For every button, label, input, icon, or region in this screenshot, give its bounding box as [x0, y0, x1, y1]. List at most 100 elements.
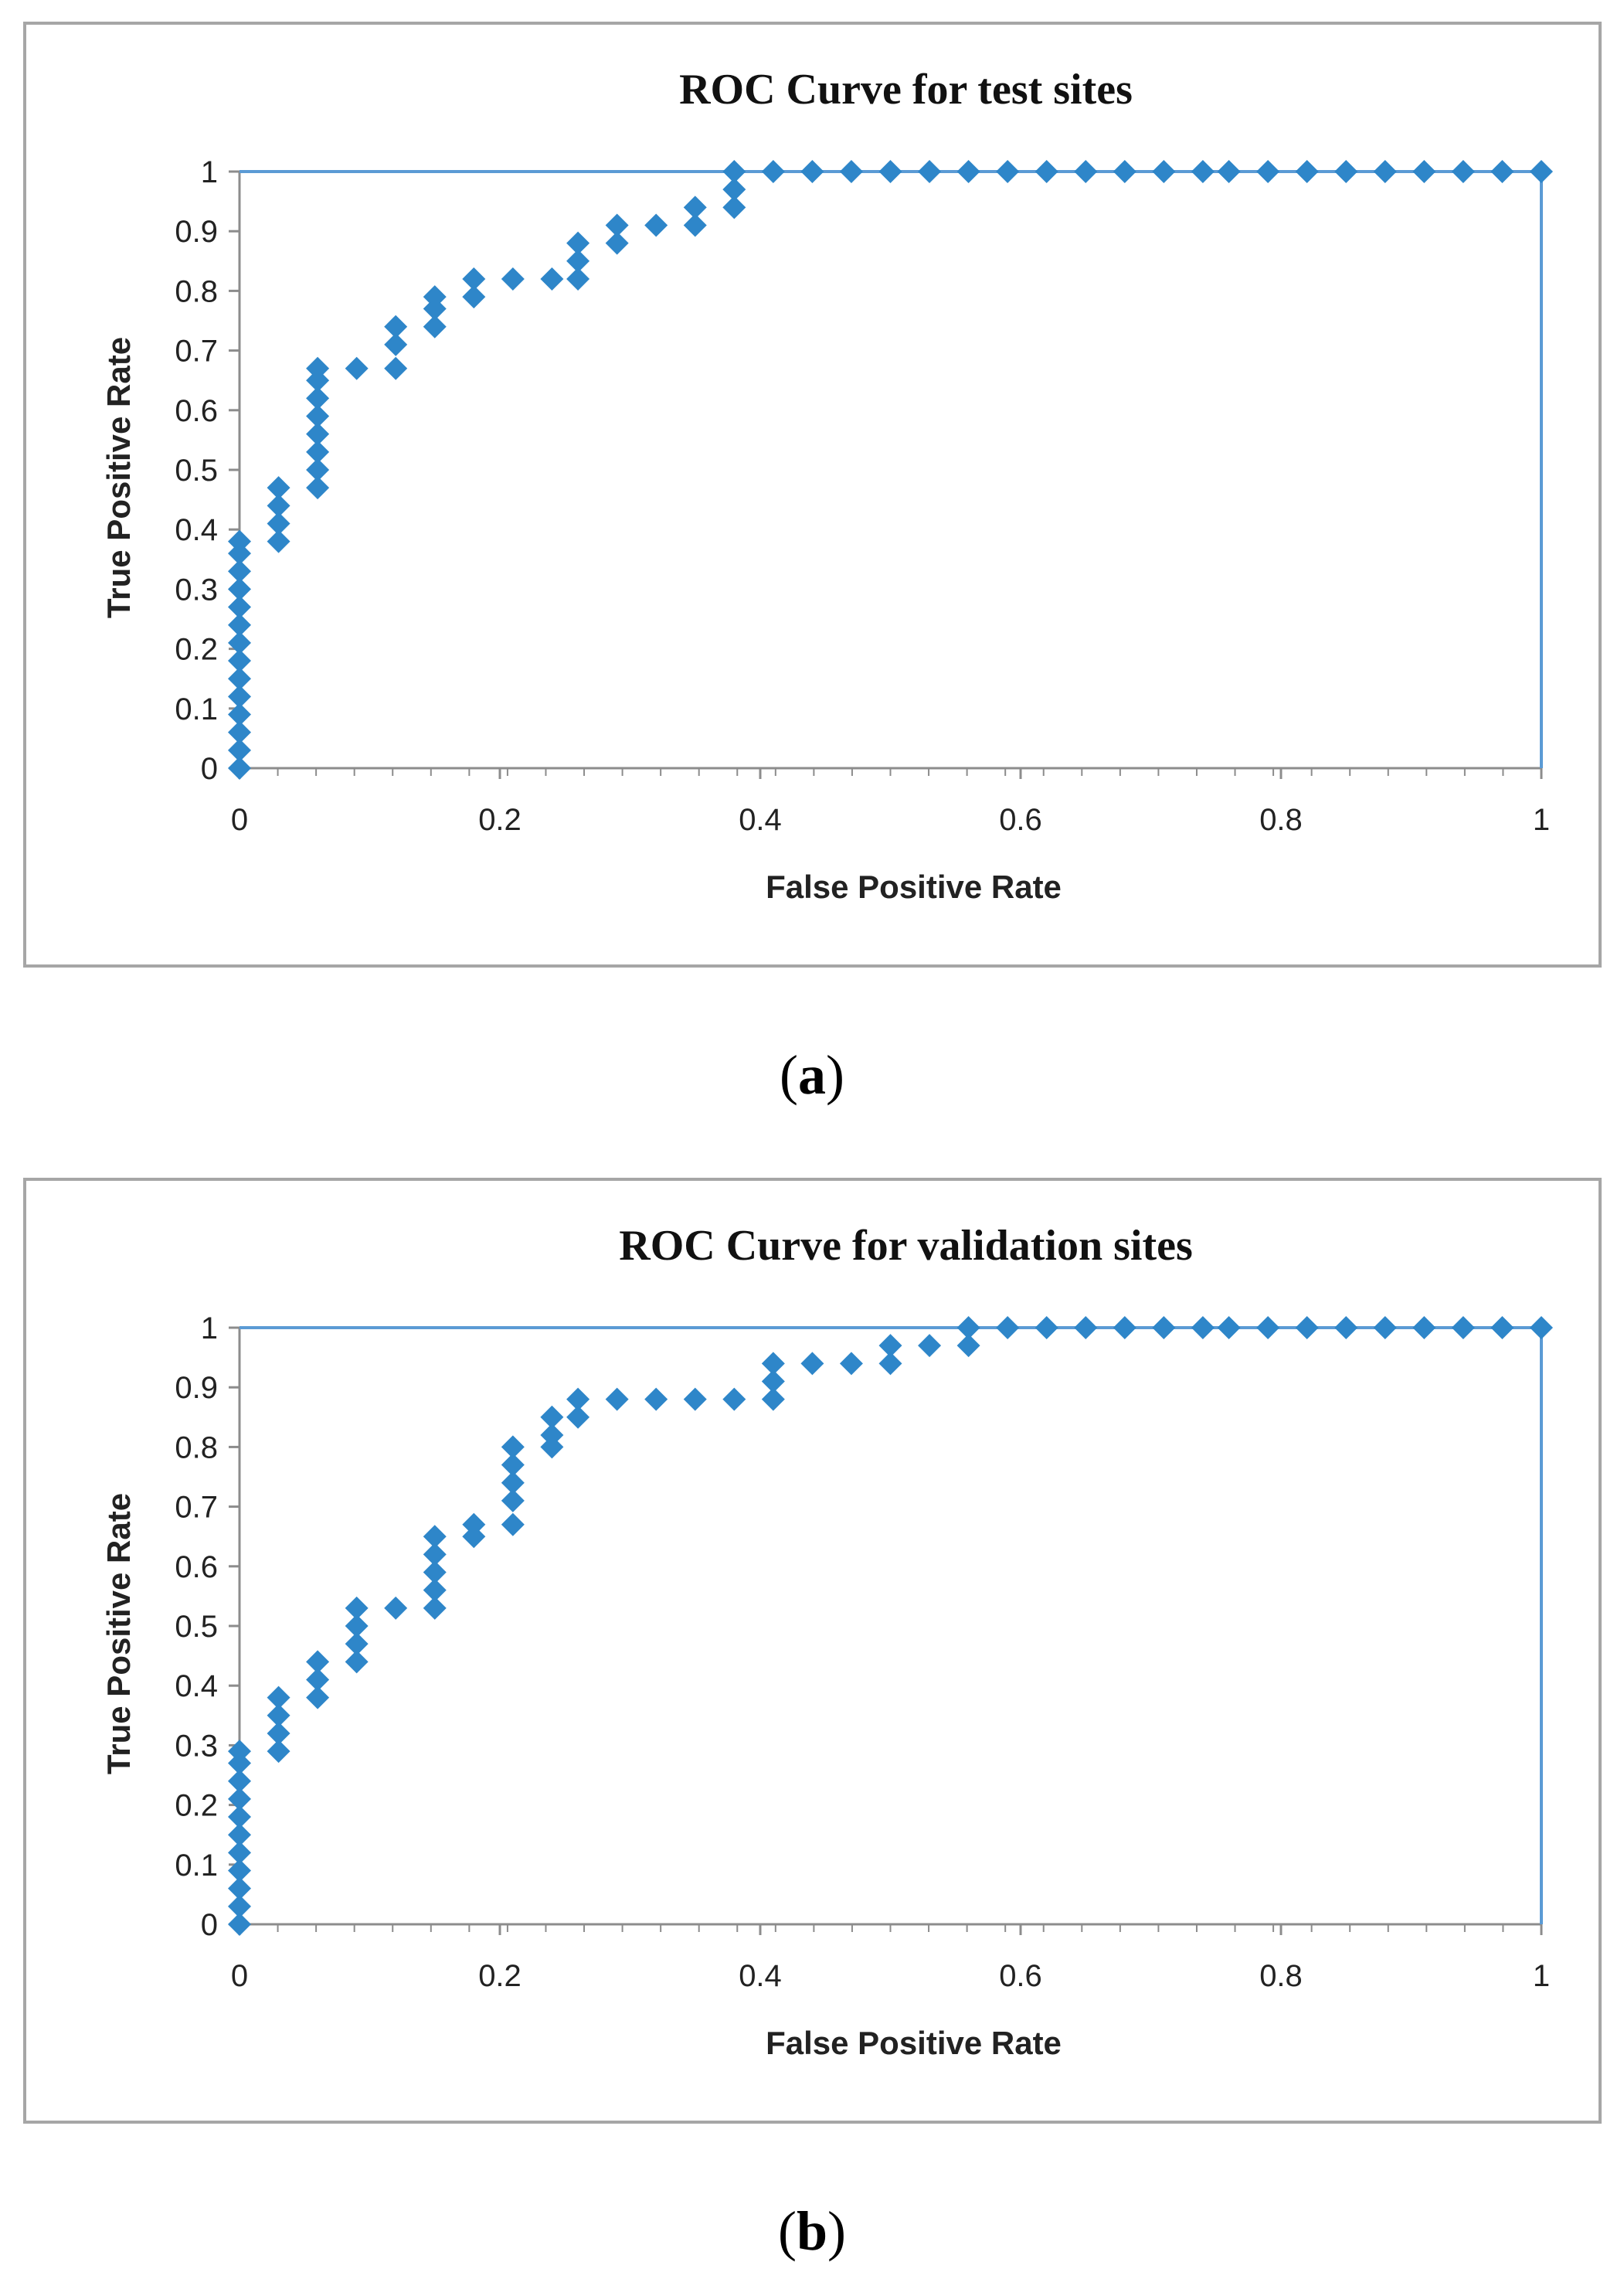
roc-point — [306, 440, 330, 464]
roc-point — [566, 249, 590, 273]
y-tick-label: 0.6 — [175, 394, 218, 428]
y-axis-label: True Positive Rate — [100, 1493, 137, 1774]
y-tick-label: 0 — [201, 752, 218, 786]
roc-chart-test-sites: ROC Curve for test sites 0 0.1 0.2 0.3 0.4 0.5… — [23, 22, 1602, 968]
roc-point — [345, 1632, 369, 1656]
roc-point — [306, 422, 330, 446]
roc-point — [878, 1352, 902, 1376]
roc-point — [228, 577, 251, 601]
roc-point — [956, 1334, 980, 1358]
roc-point — [956, 160, 980, 183]
roc-point — [228, 1769, 251, 1793]
x-tick-label: 0.6 — [999, 803, 1042, 837]
roc-point — [267, 476, 290, 500]
roc-point — [462, 1512, 486, 1536]
roc-point — [918, 1334, 942, 1358]
roc-point — [566, 267, 590, 291]
x-tick-label: 0.2 — [478, 1959, 522, 1993]
roc-point — [267, 1703, 290, 1727]
reference-line — [240, 1326, 1543, 1924]
roc-point — [1373, 160, 1397, 183]
roc-point — [878, 160, 902, 183]
roc-point — [1256, 160, 1280, 183]
roc-point — [306, 386, 330, 410]
roc-point — [540, 1405, 564, 1429]
roc-point — [1412, 160, 1436, 183]
x-tick-label: 0.8 — [1259, 1959, 1303, 1993]
roc-point — [267, 1685, 290, 1709]
roc-point — [839, 1352, 863, 1376]
roc-point — [306, 369, 330, 393]
roc-point — [605, 213, 629, 237]
roc-point — [566, 231, 590, 255]
roc-point — [996, 1316, 1020, 1339]
roc-chart-validation-sites: ROC Curve for validation sites 0 0.1 0.2 0.3… — [23, 1178, 1602, 2124]
roc-point — [345, 1596, 369, 1620]
roc-point — [228, 1913, 251, 1936]
roc-point — [918, 160, 942, 183]
roc-point — [1256, 1316, 1280, 1339]
roc-point — [1334, 160, 1358, 183]
roc-point — [423, 285, 447, 309]
roc-point — [228, 1740, 251, 1764]
roc-point — [228, 529, 251, 553]
roc-point — [1152, 1316, 1176, 1339]
roc-point — [1373, 1316, 1397, 1339]
y-tick-label: 0.4 — [175, 1669, 218, 1703]
roc-point — [1035, 160, 1058, 183]
roc-point — [501, 1453, 525, 1477]
roc-point — [306, 458, 330, 481]
roc-point — [800, 1352, 824, 1376]
roc-point — [722, 196, 746, 219]
y-tick-label: 0.9 — [175, 215, 218, 249]
roc-point — [501, 1435, 525, 1459]
roc-point — [228, 595, 251, 619]
roc-point — [1113, 1316, 1136, 1339]
roc-point — [228, 685, 251, 709]
x-tick-label: 0.6 — [999, 1959, 1042, 1993]
roc-point — [1191, 160, 1215, 183]
roc-point — [501, 1488, 525, 1512]
y-tick-label: 0.1 — [175, 1849, 218, 1883]
roc-point — [423, 297, 447, 321]
roc-point — [566, 1387, 590, 1411]
roc-point — [644, 213, 668, 237]
roc-point — [1490, 160, 1514, 183]
caption-b: (b) — [777, 2200, 846, 2262]
y-tick-label: 0.2 — [175, 633, 218, 667]
roc-point — [423, 315, 447, 338]
roc-point — [540, 1423, 564, 1447]
roc-chart-validation-svg: ROC Curve for validation sites 0 0.1 0.2 0.3… — [100, 1222, 1553, 2061]
y-tick-label: 0.3 — [175, 1729, 218, 1763]
roc-point — [267, 1740, 290, 1764]
roc-point — [306, 1650, 330, 1674]
chart-title: ROC Curve for validation sites — [619, 1222, 1193, 1270]
roc-point — [228, 757, 251, 780]
roc-point — [345, 1650, 369, 1674]
y-tick-label: 0.7 — [175, 1491, 218, 1525]
roc-point — [423, 1596, 447, 1620]
roc-point — [306, 1668, 330, 1692]
roc-point — [1217, 1316, 1241, 1339]
roc-point — [228, 1859, 251, 1883]
roc-point — [306, 476, 330, 500]
roc-point — [1035, 1316, 1058, 1339]
roc-point — [384, 356, 408, 380]
reference-line — [240, 170, 1543, 768]
roc-point — [683, 213, 707, 237]
roc-point — [722, 1387, 746, 1411]
roc-point — [384, 315, 408, 338]
roc-point — [1295, 160, 1319, 183]
x-tick-label: 1 — [1533, 803, 1550, 837]
roc-point — [462, 267, 486, 291]
x-tick-label: 0 — [231, 1959, 248, 1993]
roc-point — [423, 1525, 447, 1549]
roc-point — [228, 702, 251, 726]
roc-point — [345, 356, 369, 380]
roc-point — [1191, 1316, 1215, 1339]
roc-point — [644, 1387, 668, 1411]
y-tick-label: 0.8 — [175, 1430, 218, 1464]
roc-point — [228, 631, 251, 655]
y-tick-label: 0.3 — [175, 573, 218, 607]
roc-point — [228, 542, 251, 566]
